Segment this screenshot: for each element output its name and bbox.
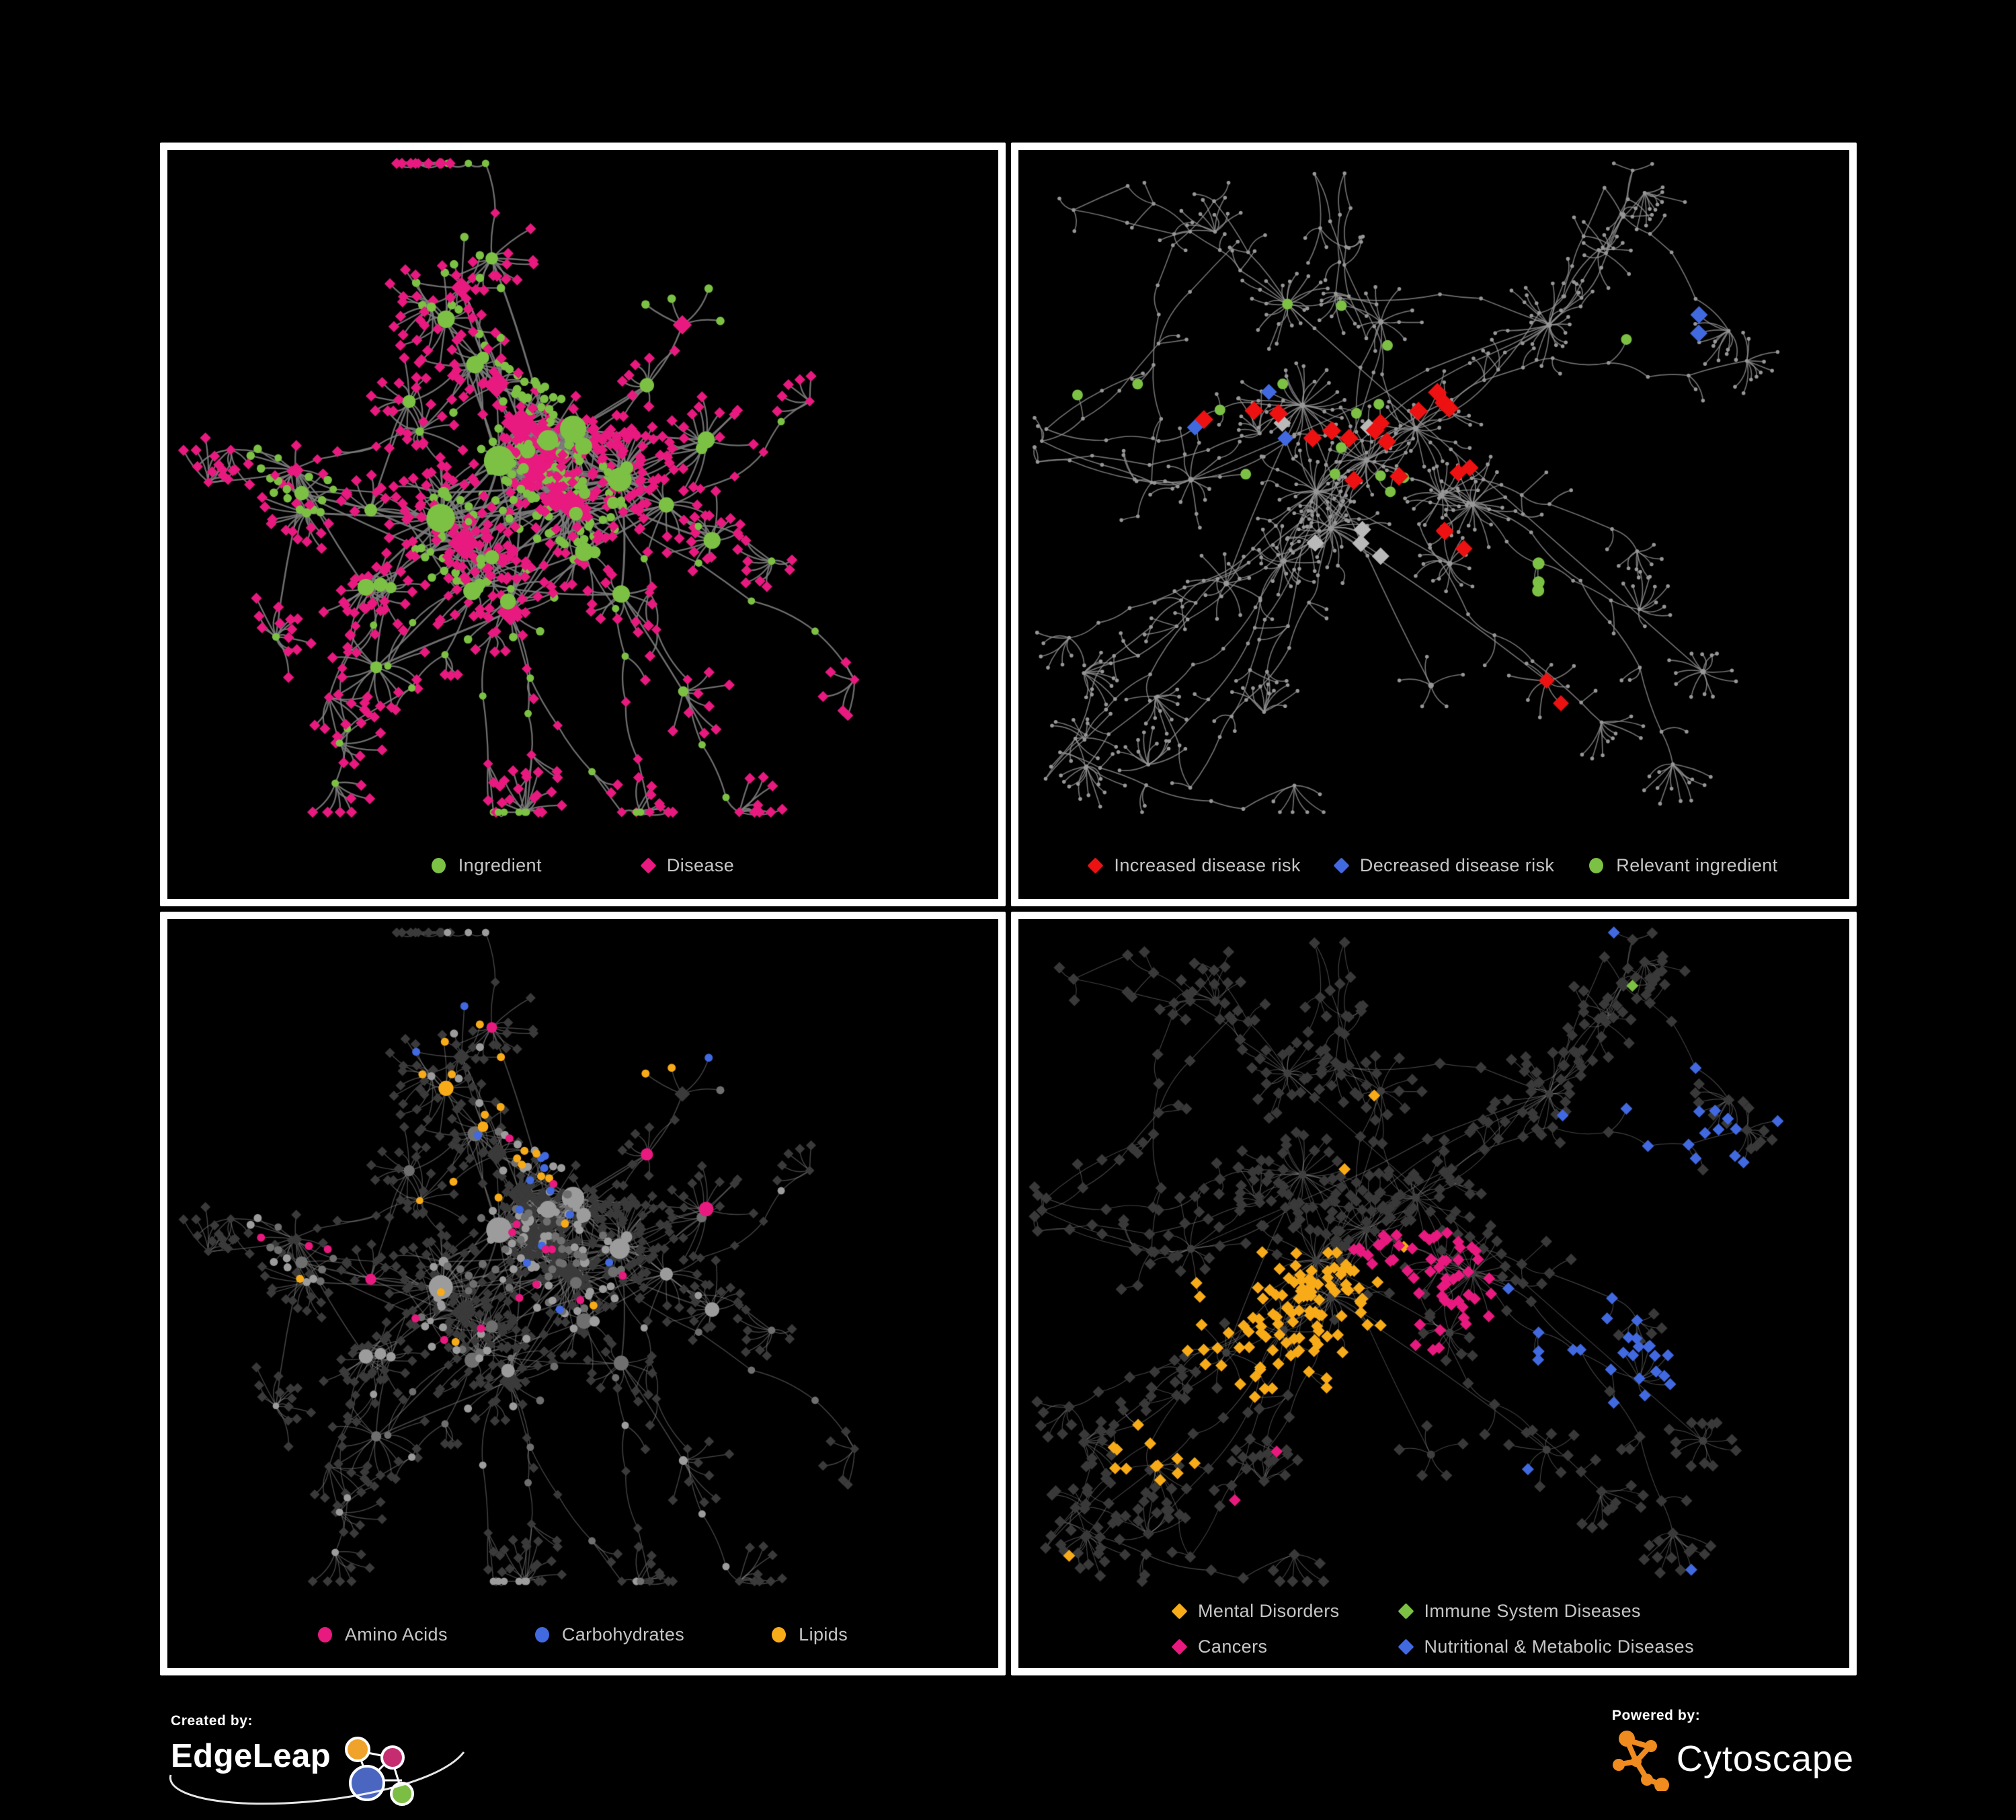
legend-item-amino-acids: Amino Acids — [317, 1624, 448, 1645]
legend-item-disease: Disease — [640, 855, 735, 876]
legend-item-immune-system-diseases: Immune System Diseases — [1397, 1601, 1694, 1622]
legend-item-lipids: Lipids — [772, 1624, 848, 1645]
panel-disease-risk: Increased disease risk Decreased disease … — [1011, 143, 1857, 906]
edgeleap-logo-icon — [345, 1737, 415, 1806]
diamond-legend-marker-icon — [1087, 857, 1104, 874]
created-by-label: Created by: — [171, 1713, 253, 1729]
diamond-legend-marker-icon — [1171, 1638, 1188, 1655]
legend-label: Disease — [666, 855, 735, 875]
panel-ingredient-disease: Ingredient Disease — [160, 143, 1006, 906]
ingredient-disease-legend: Ingredient Disease — [167, 855, 998, 876]
cytoscape-brand-name: Cytoscape — [1676, 1739, 1854, 1779]
legend-label: Cancers — [1198, 1636, 1268, 1657]
diamond-legend-marker-icon — [1397, 1638, 1414, 1655]
circle-legend-marker-icon — [317, 1627, 332, 1643]
diamond-legend-marker-icon — [640, 857, 657, 874]
legend-label: Lipids — [799, 1624, 848, 1645]
circle-legend-marker-icon — [772, 1627, 787, 1643]
powered-by-label: Powered by: — [1611, 1708, 1701, 1723]
panel-nutrient-class: Amino Acids Carbohydrates Lipids — [160, 912, 1006, 1675]
legend-label: Carbohydrates — [561, 1624, 685, 1645]
disease-risk-legend: Increased disease risk Decreased disease … — [1018, 855, 1849, 876]
circle-legend-marker-icon — [1589, 858, 1604, 873]
diamond-legend-marker-icon — [1397, 1603, 1414, 1620]
legend-item-mental-disorders: Mental Disorders — [1171, 1601, 1340, 1622]
cytoscape-logo-icon — [1612, 1731, 1669, 1791]
legend-label: Immune System Diseases — [1424, 1601, 1641, 1621]
nutrient-class-network-canvas — [167, 919, 998, 1598]
legend-item-increased-disease-risk: Increased disease risk — [1087, 855, 1301, 876]
legend-label: Decreased disease risk — [1359, 855, 1555, 875]
edgeleap-brand-name: EdgeLeap — [171, 1738, 331, 1774]
disease-risk-network-canvas — [1018, 150, 1849, 829]
nutrient-class-legend: Amino Acids Carbohydrates Lipids — [167, 1624, 998, 1645]
legend-item-decreased-disease-risk: Decreased disease risk — [1333, 855, 1555, 876]
legend-label: Nutritional & Metabolic Diseases — [1424, 1636, 1694, 1657]
legend-label: Ingredient — [458, 855, 542, 875]
legend-label: Increased disease risk — [1114, 855, 1301, 875]
legend-label: Amino Acids — [344, 1624, 448, 1645]
circle-legend-marker-icon — [534, 1627, 549, 1643]
disease-category-legend: Mental Disorders Immune System Diseases Ca… — [1018, 1601, 1849, 1657]
legend-item-relevant-ingredient: Relevant ingredient — [1589, 855, 1777, 876]
edgeleap-credit: Created by: EdgeLeap — [169, 1713, 465, 1817]
legend-item-ingredient: Ingredient — [431, 855, 542, 876]
legend-item-cancers: Cancers — [1171, 1636, 1339, 1657]
circle-legend-marker-icon — [431, 858, 446, 873]
ingredient-disease-network-canvas — [167, 150, 998, 829]
legend-item-carbohydrates: Carbohydrates — [534, 1624, 685, 1645]
legend-label: Mental Disorders — [1198, 1601, 1340, 1621]
legend-item-nutritional-metabolic-diseases: Nutritional & Metabolic Diseases — [1397, 1636, 1694, 1657]
panel-disease-category: Mental Disorders Immune System Diseases Ca… — [1011, 912, 1857, 1675]
cytoscape-credit: Powered by: — [1612, 1708, 1854, 1791]
legend-label: Relevant ingredient — [1616, 855, 1778, 875]
panel-grid: Ingredient Disease Increased disease risk… — [160, 143, 1857, 1675]
diamond-legend-marker-icon — [1171, 1603, 1188, 1620]
diamond-legend-marker-icon — [1333, 857, 1350, 874]
disease-category-network-canvas — [1018, 919, 1849, 1598]
footer: Created by: EdgeLeap — [160, 1708, 1857, 1815]
